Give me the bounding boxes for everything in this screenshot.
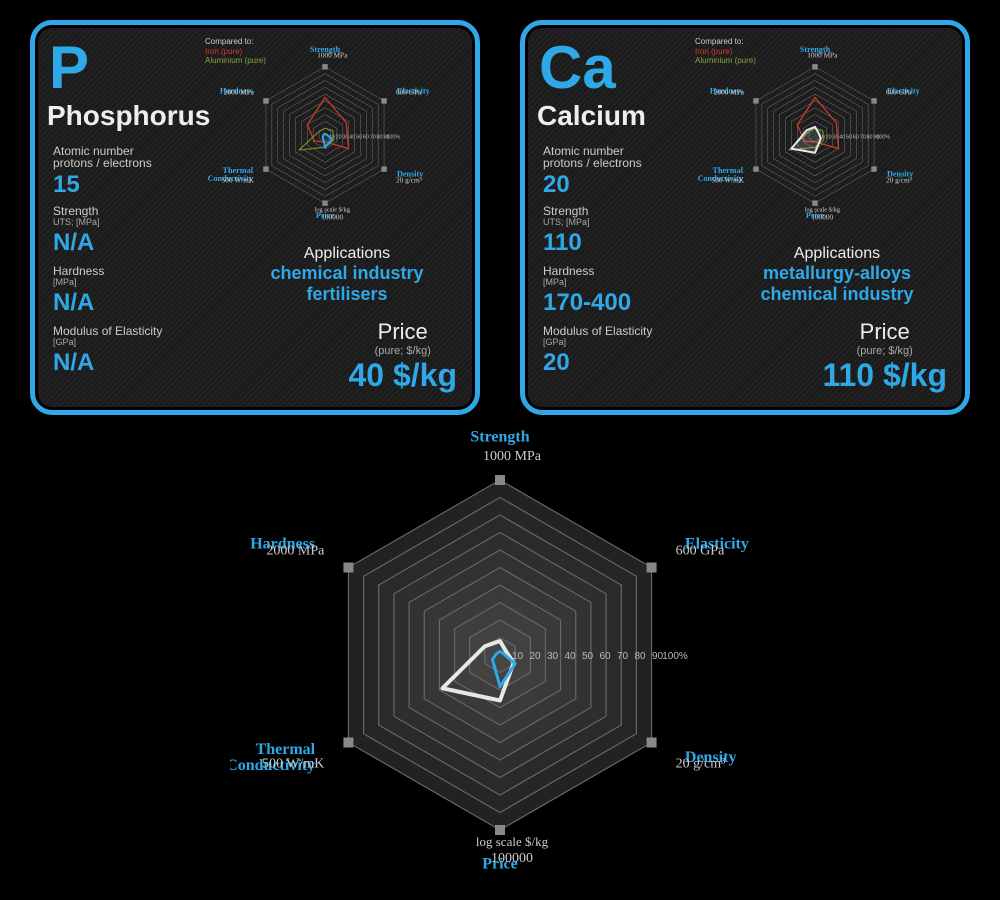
modulus-value: N/A [53, 349, 162, 377]
element-symbol: P [49, 33, 89, 102]
svg-text:60: 60 [363, 135, 369, 141]
strength-sublabel: UTS; [MPa] [53, 217, 100, 227]
svg-text:1000 MPa: 1000 MPa [807, 52, 838, 60]
svg-text:70: 70 [860, 135, 866, 141]
svg-text:log scale $/kg: log scale $/kg [805, 206, 841, 213]
svg-text:20 g/cm³: 20 g/cm³ [676, 757, 726, 772]
top-row: P Phosphorus Compared to: Iron (pure) Al… [0, 0, 1000, 415]
element-name: Calcium [537, 100, 646, 132]
svg-text:20: 20 [336, 135, 342, 141]
strength-label: Strength [53, 205, 100, 217]
hardness-sublabel: [MPa] [53, 277, 104, 287]
svg-text:Strength: Strength [470, 429, 529, 446]
modulus-value: 20 [543, 349, 652, 377]
svg-text:60: 60 [853, 135, 859, 141]
applications-block: Applications chemical industry fertilise… [237, 245, 457, 304]
svg-text:log scale $/kg: log scale $/kg [315, 206, 351, 213]
price-block: Price (pure; $/kg) 40 $/kg [348, 319, 457, 394]
hardness-sublabel: [MPa] [543, 277, 631, 287]
svg-text:log scale $/kg: log scale $/kg [476, 834, 549, 849]
svg-text:40: 40 [349, 135, 355, 141]
svg-text:30: 30 [547, 651, 559, 662]
svg-text:20: 20 [826, 135, 832, 141]
svg-text:20 g/cm³: 20 g/cm³ [886, 177, 913, 185]
svg-text:40: 40 [839, 135, 845, 141]
svg-text:500 W/mK: 500 W/mK [262, 757, 324, 772]
modulus-sublabel: [GPa] [543, 337, 652, 347]
hardness-label: Hardness [53, 265, 104, 277]
applications-value: metallurgy-alloys chemical industry [727, 263, 947, 304]
svg-text:100%: 100% [876, 135, 890, 141]
modulus-label: Modulus of Elasticity [53, 325, 162, 337]
svg-text:100000: 100000 [491, 851, 533, 866]
svg-text:100%: 100% [386, 135, 400, 141]
svg-text:Thermal: Thermal [256, 741, 316, 758]
strength-sublabel: UTS; [MPa] [543, 217, 590, 227]
svg-text:50: 50 [582, 651, 594, 662]
svg-text:60: 60 [599, 651, 611, 662]
svg-text:100000: 100000 [811, 214, 833, 222]
hardness-value: N/A [53, 289, 104, 317]
svg-text:80: 80 [634, 651, 646, 662]
svg-text:80: 80 [377, 135, 383, 141]
svg-text:20: 20 [529, 651, 541, 662]
svg-text:1000 MPa: 1000 MPa [483, 449, 542, 464]
hardness-label: Hardness [543, 265, 631, 277]
svg-text:500 W/mK: 500 W/mK [222, 177, 255, 185]
svg-text:100000: 100000 [321, 214, 343, 222]
applications-block: Applications metallurgy-alloys chemical … [727, 245, 947, 304]
modulus-label: Modulus of Elasticity [543, 325, 652, 337]
svg-text:2000 MPa: 2000 MPa [266, 544, 325, 559]
price-value: 40 $/kg [348, 357, 457, 394]
big-radar-chart: Strength1000 MPaElasticity600 GPaDensity… [230, 420, 770, 890]
element-name: Phosphorus [47, 100, 210, 132]
svg-text:2000 MPa: 2000 MPa [224, 89, 255, 97]
strength-label: Strength [543, 205, 590, 217]
applications-value: chemical industry fertilisers [237, 263, 457, 304]
atomic-number: 15 [53, 171, 152, 199]
svg-text:500 W/mK: 500 W/mK [712, 177, 745, 185]
atomic-label: Atomic number protons / electrons [53, 145, 152, 169]
price-block: Price (pure; $/kg) 110 $/kg [822, 319, 947, 394]
mini-radar-chart: Strength1000 MPaElasticity600 GPaDensity… [690, 35, 940, 235]
svg-text:70: 70 [370, 135, 376, 141]
modulus-sublabel: [GPa] [53, 337, 162, 347]
svg-text:600 GPa: 600 GPa [676, 544, 725, 559]
svg-text:50: 50 [356, 135, 362, 141]
svg-text:2000 MPa: 2000 MPa [714, 89, 745, 97]
strength-value: N/A [53, 229, 100, 257]
element-card-phosphorus: P Phosphorus Compared to: Iron (pure) Al… [30, 20, 480, 415]
svg-text:600 GPa: 600 GPa [886, 89, 912, 97]
mini-radar-chart: Strength1000 MPaElasticity600 GPaDensity… [200, 35, 450, 235]
svg-text:100%: 100% [662, 651, 688, 662]
atomic-number: 20 [543, 171, 642, 199]
element-symbol: Ca [539, 33, 616, 102]
price-value: 110 $/kg [822, 357, 947, 394]
element-card-calcium: Ca Calcium Compared to: Iron (pure) Alum… [520, 20, 970, 415]
strength-value: 110 [543, 229, 590, 257]
svg-text:80: 80 [867, 135, 873, 141]
svg-text:1000 MPa: 1000 MPa [317, 52, 348, 60]
svg-text:20 g/cm³: 20 g/cm³ [396, 177, 423, 185]
atomic-label: Atomic number protons / electrons [543, 145, 642, 169]
svg-text:50: 50 [846, 135, 852, 141]
hardness-value: 170-400 [543, 289, 631, 317]
svg-text:600 GPa: 600 GPa [396, 89, 422, 97]
svg-text:40: 40 [564, 651, 576, 662]
svg-text:70: 70 [617, 651, 629, 662]
